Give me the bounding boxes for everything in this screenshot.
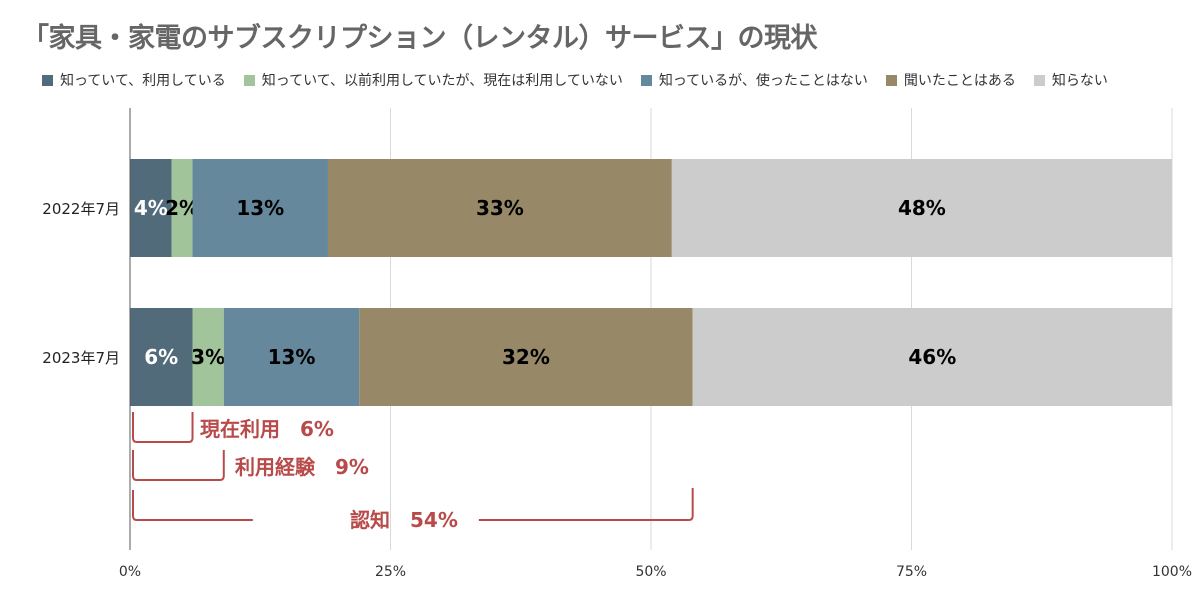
x-tick-label: 50%: [635, 564, 666, 580]
bar-segment: [192, 308, 224, 406]
legend-label: 知っていて、利用している: [60, 73, 226, 89]
category-label: 2022年7月: [42, 200, 120, 218]
data-label: 4%: [134, 196, 168, 220]
annotation-label: 利用経験 9%: [235, 455, 369, 479]
annotation-bracket: [132, 412, 194, 443]
data-label: 13%: [236, 196, 284, 220]
legend-swatch: [640, 74, 652, 86]
bar-segment: [130, 159, 172, 257]
legend-item: 聞いたことはある: [885, 70, 1016, 90]
annotation-bracket: [478, 488, 694, 521]
legend-item: 知らない: [1033, 70, 1108, 90]
annotation-bracket: [132, 490, 253, 521]
x-tick-label: 75%: [896, 564, 927, 580]
bar-segment: [130, 308, 193, 406]
chart-title: 「家具・家電のサブスクリプション（レンタル）サービス」の現状: [22, 23, 818, 54]
legend-swatch: [42, 74, 53, 86]
legend-swatch: [1033, 74, 1045, 86]
legend-swatch: [885, 74, 897, 86]
legend-label: 知っているが、使ったことはない: [658, 73, 868, 89]
chart-legend: 知っていて、利用している 知っていて、以前利用していたが、現在は利用していない …: [42, 70, 1126, 90]
bar-segment: [692, 308, 1172, 406]
x-tick-label: 0%: [119, 564, 141, 580]
data-label: 33%: [476, 196, 524, 220]
bar-segment: [223, 308, 360, 406]
data-label: 32%: [502, 345, 550, 369]
annotation-bracket: [132, 450, 225, 481]
data-label: 46%: [908, 345, 956, 369]
data-label: 3%: [191, 345, 225, 369]
bar-segment: [192, 159, 328, 257]
data-label: 13%: [268, 345, 316, 369]
legend-item: 知っていて、利用している: [42, 70, 226, 90]
bar-segment: [671, 159, 1172, 257]
x-tick-label: 100%: [1152, 564, 1192, 580]
legend-item: 知っていて、以前利用していたが、現在は利用していない: [243, 70, 623, 90]
bar-segment: [359, 308, 693, 406]
x-tick-label: 25%: [375, 564, 406, 580]
legend-swatch: [243, 74, 255, 86]
category-label: 2023年7月: [42, 349, 120, 367]
bar-segment: [171, 159, 193, 257]
data-label: 6%: [144, 345, 178, 369]
data-label: 48%: [898, 196, 946, 220]
legend-label: 知らない: [1051, 73, 1108, 89]
annotation-label: 現在利用 6%: [200, 417, 334, 441]
annotation-label: 認知 54%: [350, 508, 458, 532]
legend-label: 知っていて、以前利用していたが、現在は利用していない: [261, 73, 623, 89]
bar-segment: [327, 159, 672, 257]
legend-item: 知っているが、使ったことはない: [640, 70, 868, 90]
legend-label: 聞いたことはある: [903, 73, 1016, 89]
